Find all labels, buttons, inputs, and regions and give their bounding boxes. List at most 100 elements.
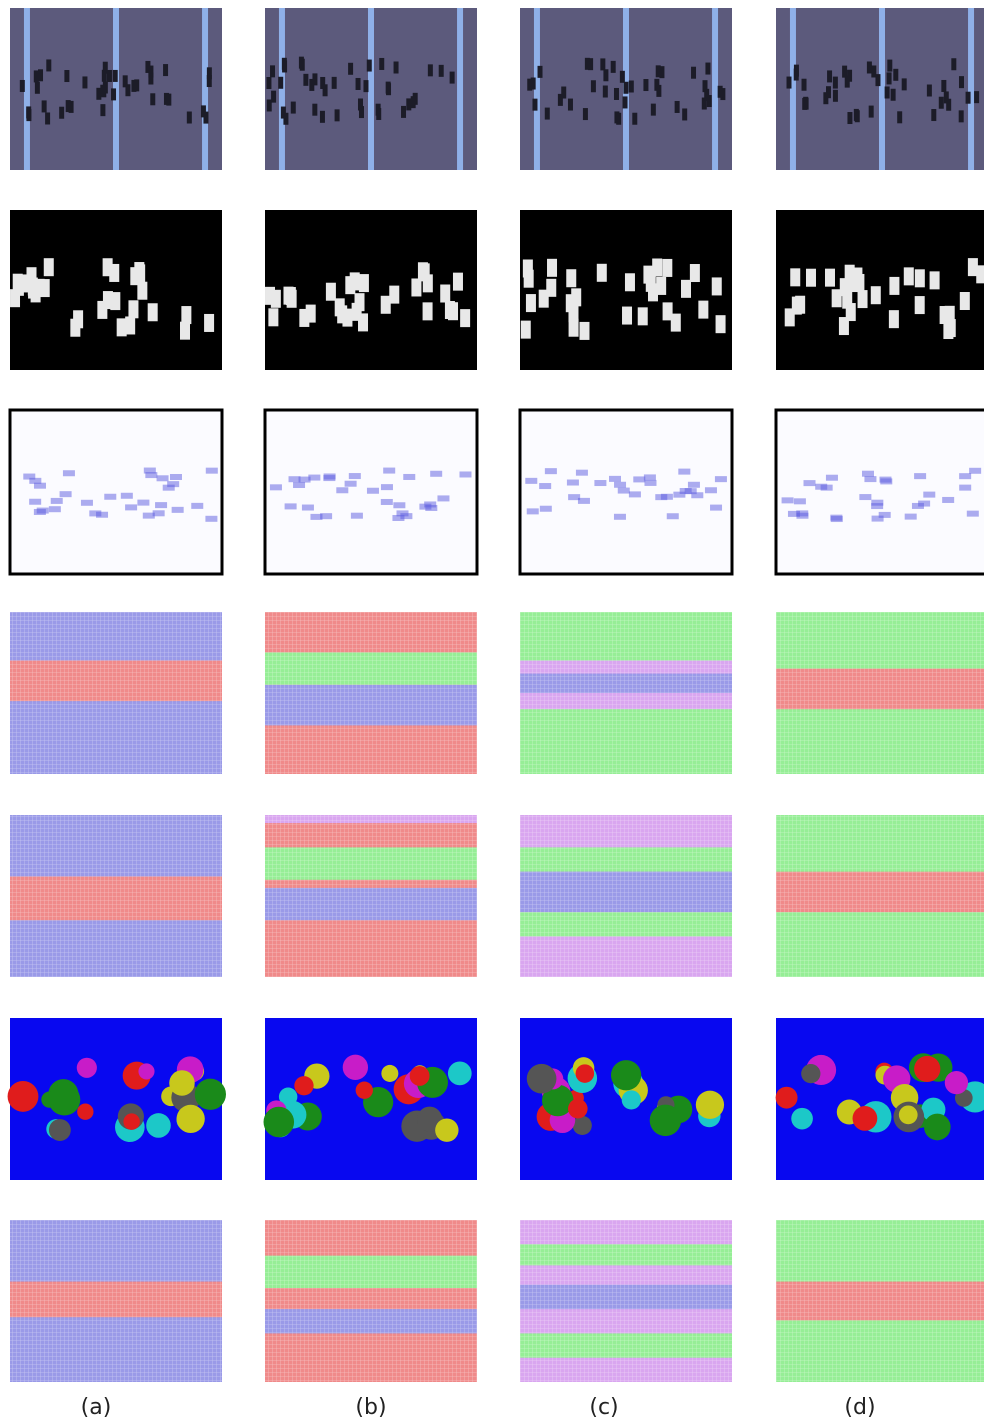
image-panel [265,410,477,574]
person [827,70,832,82]
blob [523,259,533,277]
blob [44,258,54,276]
flow-vector [270,484,282,490]
flow-vector [545,468,557,474]
image-panel [265,1220,477,1382]
segment [381,1065,398,1082]
person [207,75,212,87]
blob [448,302,458,320]
person [281,107,286,119]
person [335,109,340,121]
segment [650,1105,681,1136]
image-panel [520,1018,732,1180]
blob [858,290,868,308]
flow-vector [323,475,335,481]
person [266,77,271,89]
blob [180,322,190,340]
flow-vector [796,513,808,519]
court-line [202,8,208,170]
person [583,108,588,120]
blob [566,269,576,287]
segment [356,1082,373,1099]
flow [776,410,984,574]
segment [435,1118,458,1141]
flow-vector [419,504,431,510]
blob [946,319,956,337]
blob [389,286,399,304]
flow-vector [191,503,203,509]
flow-vector [655,494,667,500]
blob [662,259,672,277]
person [847,112,852,124]
person [401,106,406,118]
person [278,77,283,89]
blob [976,265,984,283]
person [379,58,384,70]
person [887,72,892,84]
flow-vector [673,492,685,498]
person [428,64,433,76]
person [966,92,971,104]
segment [410,1066,430,1086]
person [614,88,619,100]
segment [77,1104,93,1120]
flow-vector [826,475,838,481]
flow-vector [705,487,717,493]
flow-vector [688,482,700,488]
flow-vector [383,468,395,474]
person [267,99,272,111]
person [348,63,353,75]
blob [420,263,430,281]
flow-vector [144,468,156,474]
flow-vector [794,498,806,504]
flow-vector [37,508,49,514]
flow-vector [540,506,552,512]
blob [930,271,940,289]
court-line [368,8,374,170]
flow-vector [49,506,61,512]
flow-vector [302,505,314,511]
blob [268,308,278,326]
flow-vector [206,468,218,474]
flow-vector [633,476,645,482]
flow-vector [905,514,917,520]
blob [806,269,816,287]
flow-vector [400,513,412,519]
person [867,61,872,73]
person [897,111,902,123]
figure: (a) (b) (c) (d) [0,0,984,1423]
segment [41,1092,57,1108]
flow-vector [381,484,393,490]
person [42,100,47,112]
person [406,98,411,110]
flow-vector [437,495,449,501]
blob [547,259,557,277]
blob [643,266,653,284]
segment [77,1058,97,1078]
segment [696,1091,724,1119]
person [558,94,563,106]
image-panel [265,612,477,774]
segment [576,1064,595,1083]
person [450,72,455,84]
person [803,97,808,109]
blob [283,287,293,305]
flow-vector [285,503,297,509]
flow-vector [29,499,41,505]
blob [381,296,391,314]
flow-vector [430,471,442,477]
person [704,89,709,101]
person [603,86,608,98]
person [538,66,543,78]
person [45,112,50,124]
person [545,108,550,120]
flow-vector [155,502,167,508]
segment [899,1105,918,1124]
person [299,57,304,69]
flow-vector [859,494,871,500]
image-panel [8,1018,226,1180]
court-line [968,8,974,170]
flow-vector [912,503,924,509]
blob [915,269,925,287]
segment [294,1076,313,1095]
